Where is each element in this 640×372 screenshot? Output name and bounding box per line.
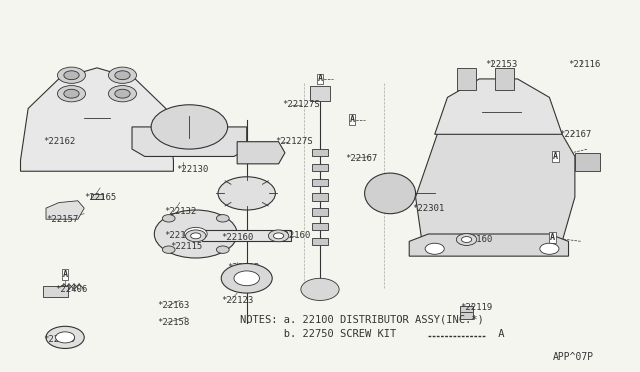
Bar bbox=[91, 195, 103, 199]
Circle shape bbox=[64, 89, 79, 98]
Circle shape bbox=[216, 215, 229, 222]
Text: *22158: *22158 bbox=[157, 318, 189, 327]
Polygon shape bbox=[312, 164, 328, 171]
Text: *22406: *22406 bbox=[56, 285, 88, 294]
Text: *22115: *22115 bbox=[170, 243, 202, 251]
Text: A: A bbox=[317, 74, 323, 83]
Text: *22160: *22160 bbox=[278, 231, 311, 240]
Polygon shape bbox=[237, 142, 285, 164]
Text: *22163: *22163 bbox=[157, 301, 189, 311]
Polygon shape bbox=[310, 86, 330, 101]
Circle shape bbox=[115, 71, 130, 80]
Circle shape bbox=[184, 227, 207, 241]
Circle shape bbox=[108, 86, 136, 102]
Polygon shape bbox=[575, 153, 600, 171]
Text: *22162: *22162 bbox=[43, 137, 75, 146]
Circle shape bbox=[154, 210, 237, 258]
Text: *22116: *22116 bbox=[568, 60, 601, 69]
Text: A: A bbox=[63, 270, 68, 279]
Polygon shape bbox=[312, 223, 328, 230]
Text: *22127S: *22127S bbox=[275, 137, 313, 146]
Circle shape bbox=[273, 233, 284, 239]
Text: APP^07P: APP^07P bbox=[553, 353, 594, 362]
Polygon shape bbox=[312, 208, 328, 215]
Text: *22167: *22167 bbox=[346, 154, 378, 163]
Circle shape bbox=[186, 230, 206, 242]
Text: *22153: *22153 bbox=[486, 60, 518, 69]
Circle shape bbox=[301, 278, 339, 301]
Bar bbox=[43, 286, 68, 297]
Text: *22160: *22160 bbox=[164, 231, 196, 240]
Circle shape bbox=[58, 67, 86, 83]
Circle shape bbox=[108, 67, 136, 83]
Polygon shape bbox=[312, 193, 328, 201]
Polygon shape bbox=[457, 68, 476, 90]
Text: A: A bbox=[550, 233, 555, 242]
Circle shape bbox=[115, 89, 130, 98]
Circle shape bbox=[221, 263, 272, 293]
Polygon shape bbox=[132, 127, 246, 157]
Polygon shape bbox=[46, 201, 84, 219]
Text: NOTES: a. 22100 DISTRIBUTOR ASSY(INC.*): NOTES: a. 22100 DISTRIBUTOR ASSY(INC.*) bbox=[241, 314, 484, 324]
Text: A: A bbox=[492, 329, 504, 339]
Polygon shape bbox=[435, 79, 562, 134]
Circle shape bbox=[456, 234, 477, 246]
Circle shape bbox=[56, 332, 75, 343]
Text: *22127S: *22127S bbox=[282, 100, 319, 109]
Polygon shape bbox=[415, 105, 575, 241]
Polygon shape bbox=[312, 179, 328, 186]
Circle shape bbox=[461, 237, 472, 243]
Text: b. 22750 SCREW KIT: b. 22750 SCREW KIT bbox=[241, 329, 403, 339]
Text: *22020M: *22020M bbox=[460, 97, 498, 106]
Text: *22229: *22229 bbox=[43, 335, 75, 344]
Text: *22165: *22165 bbox=[84, 193, 116, 202]
Circle shape bbox=[58, 86, 86, 102]
Polygon shape bbox=[409, 234, 568, 256]
Text: A: A bbox=[553, 152, 558, 161]
Circle shape bbox=[64, 71, 79, 80]
Text: *22119: *22119 bbox=[460, 303, 492, 312]
Text: *22301: *22301 bbox=[412, 203, 445, 213]
Polygon shape bbox=[162, 116, 177, 138]
Circle shape bbox=[191, 233, 201, 239]
Polygon shape bbox=[20, 68, 173, 171]
Text: *22108: *22108 bbox=[221, 185, 253, 194]
Circle shape bbox=[268, 230, 289, 242]
Polygon shape bbox=[312, 238, 328, 245]
Text: *22136: *22136 bbox=[180, 115, 212, 124]
Circle shape bbox=[540, 243, 559, 254]
Circle shape bbox=[163, 246, 175, 253]
Text: *22123: *22123 bbox=[228, 263, 260, 272]
Circle shape bbox=[151, 105, 228, 149]
Text: *22160: *22160 bbox=[221, 233, 253, 242]
Polygon shape bbox=[312, 149, 328, 157]
Circle shape bbox=[425, 243, 444, 254]
Circle shape bbox=[46, 326, 84, 349]
Circle shape bbox=[163, 215, 175, 222]
Text: *22160: *22160 bbox=[460, 235, 492, 244]
Circle shape bbox=[234, 271, 259, 286]
Text: *22157: *22157 bbox=[46, 215, 78, 224]
Text: *22167: *22167 bbox=[559, 130, 591, 139]
Circle shape bbox=[218, 177, 275, 210]
Text: *22132: *22132 bbox=[164, 207, 196, 217]
Text: A: A bbox=[349, 115, 355, 124]
Polygon shape bbox=[202, 230, 291, 241]
Bar bbox=[460, 306, 473, 319]
Text: *22123: *22123 bbox=[221, 296, 253, 305]
Ellipse shape bbox=[365, 173, 415, 214]
Polygon shape bbox=[495, 68, 515, 90]
Text: *22130: *22130 bbox=[177, 165, 209, 174]
Circle shape bbox=[216, 246, 229, 253]
